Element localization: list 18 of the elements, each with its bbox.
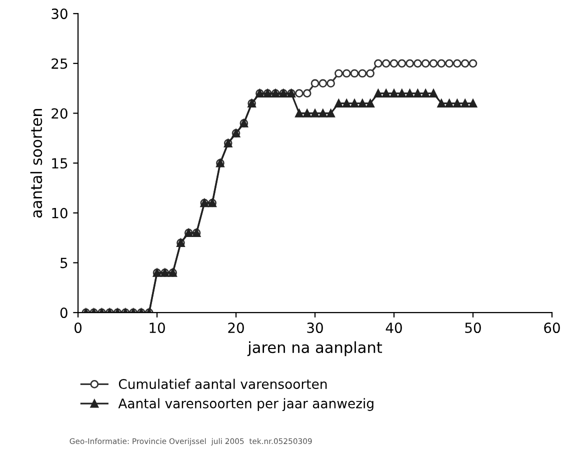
x-tick-label: 10 (150, 322, 165, 334)
x-tick-label: 0 (74, 322, 82, 334)
legend-label: Cumulatief aantal varensoorten (118, 378, 327, 390)
y-axis-title: aantal soorten (30, 108, 42, 218)
x-tick-label: 60 (544, 322, 560, 334)
x-tick-label: 20 (228, 322, 244, 334)
x-axis-title: jaren na aanplant (247, 341, 382, 356)
y-tick-label: 10 (52, 208, 68, 218)
y-tick-label: 20 (52, 108, 68, 119)
y-tick-label: 25 (52, 58, 68, 69)
y-tick-label: 0 (60, 308, 68, 318)
legend-label: Aantal varensoorten per jaar aanwezig (118, 398, 374, 411)
y-tick-label: 15 (52, 158, 68, 169)
y-tick-label: 30 (52, 8, 68, 20)
y-tick-label: 5 (60, 258, 68, 268)
x-tick-label: 40 (386, 322, 402, 334)
x-tick-label: 30 (307, 322, 323, 334)
x-tick-label: 50 (465, 322, 481, 334)
